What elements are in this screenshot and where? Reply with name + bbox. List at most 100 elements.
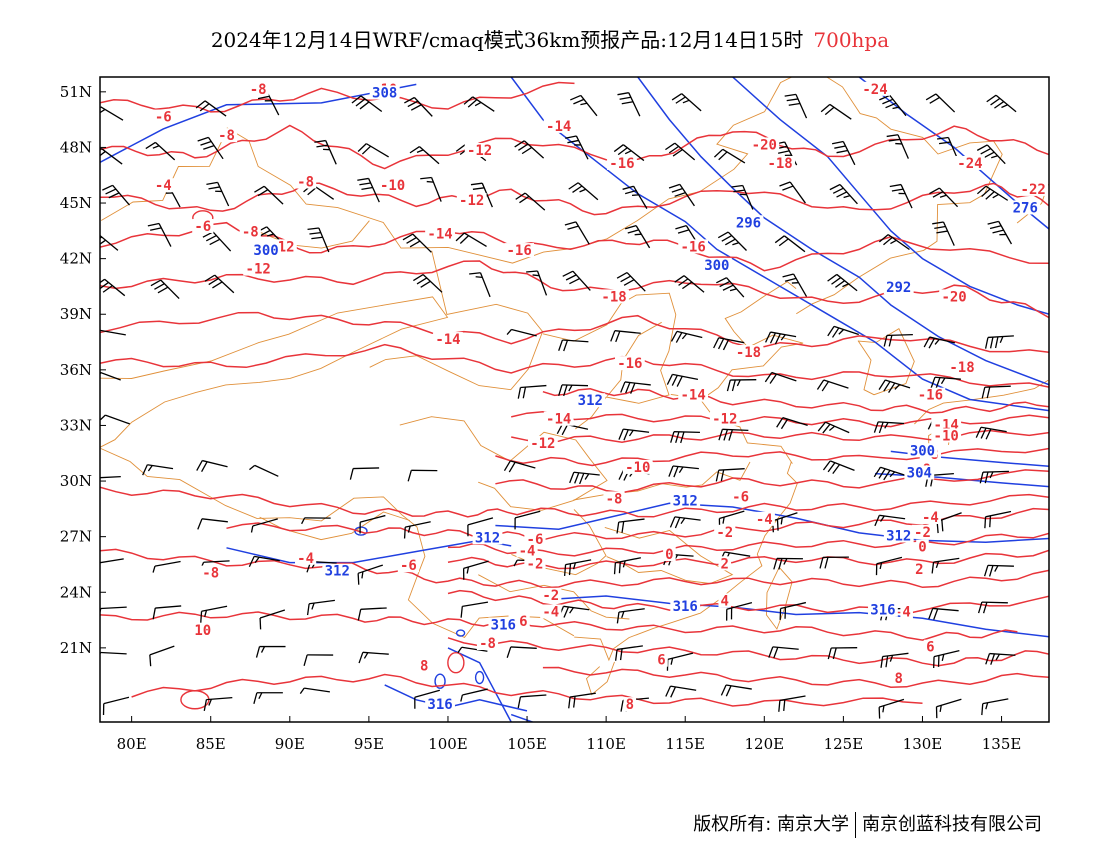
wind-barb-feather (931, 562, 935, 574)
temperature-label: -24 (957, 156, 982, 172)
wind-barb-shaft (217, 182, 230, 207)
wind-barb-feather (506, 329, 512, 335)
temperature-label-bg (215, 128, 238, 143)
wind-barb (357, 564, 384, 585)
wind-barb-feather (873, 421, 879, 433)
wind-barb (820, 103, 852, 120)
temperature-label: -20 (941, 289, 966, 305)
wind-barb (195, 100, 227, 117)
wind-barb-feather (665, 142, 676, 151)
wind-barb-feather (311, 236, 323, 240)
wind-barb-feather (563, 384, 568, 397)
wind-barb-feather (620, 700, 624, 712)
wind-barb-feather (990, 97, 1001, 106)
temperature-label-bg (192, 218, 214, 233)
wind-barb-feather (563, 340, 569, 352)
wind-barb-feather (778, 238, 789, 247)
wind-barb-feather (992, 193, 999, 199)
boundary-line (399, 416, 608, 511)
temperature-label-bg (900, 604, 913, 619)
wind-barb-feather (623, 279, 635, 286)
temperature-label-bg (709, 411, 740, 426)
wind-barb (886, 134, 909, 159)
wind-barb-feather (616, 612, 620, 624)
wind-barb-feather (624, 150, 632, 155)
wind-barb (665, 685, 697, 698)
wind-barb (357, 143, 389, 158)
wind-barb-feather (889, 183, 902, 188)
wind-barb-feather (615, 330, 621, 343)
wind-barb (102, 184, 130, 206)
wind-barb-feather (989, 471, 994, 479)
temperature-label: -18 (601, 289, 626, 305)
wind-barb-feather (829, 183, 841, 191)
height-label-bg (670, 493, 701, 508)
wind-barb-feather (989, 515, 992, 528)
temperature-label: 0 (918, 540, 926, 556)
wind-barb (779, 181, 806, 204)
wind-barb (206, 181, 230, 207)
wind-barb (469, 272, 491, 298)
wind-barb-shaft (569, 692, 596, 698)
wind-barb-feather (470, 182, 483, 186)
temperature-label-bg (247, 81, 269, 96)
wind-barb-feather (562, 270, 574, 277)
height-label-bg (907, 443, 938, 458)
wind-barb (935, 698, 962, 719)
wind-barb (301, 517, 331, 525)
wind-barb-feather (475, 276, 483, 279)
wind-barb-feather (100, 239, 106, 245)
wind-barb-shaft (628, 92, 641, 117)
wind-barb-feather (514, 140, 525, 148)
wind-barb-feather (827, 647, 832, 660)
height-cell (434, 673, 446, 689)
wind-barb (610, 330, 641, 343)
wind-barb-feather (671, 93, 682, 101)
wind-barb (889, 183, 913, 209)
wind-barb (92, 475, 121, 489)
wind-barb-feather (303, 654, 308, 667)
wind-barb-feather (621, 521, 625, 533)
wind-barb-feather (359, 182, 371, 186)
wind-barb-feather (728, 429, 734, 441)
wind-barb-shaft (463, 560, 489, 569)
wind-barb-feather (259, 617, 262, 630)
wind-barb-feather (526, 270, 538, 273)
wind-barb-feather (780, 418, 789, 430)
wind-barb-shaft (722, 148, 746, 164)
wind-barb (816, 379, 849, 392)
wind-barb-feather (884, 422, 889, 429)
lat-tick-label: 39N (60, 305, 92, 323)
wind-barb-feather (929, 187, 940, 195)
wind-barb-shaft (575, 221, 590, 245)
wind-barb (413, 273, 443, 293)
wind-barb-feather (670, 657, 674, 665)
temperature-label: -8 (297, 175, 314, 191)
wind-barb-feather (992, 229, 1004, 234)
lon-tick-label: 90E (275, 735, 305, 753)
wind-barb-feather (105, 188, 117, 195)
wind-barb-feather (197, 518, 203, 530)
wind-barb (100, 371, 121, 381)
copyright-footer: 版权所有: 南京大学 南京创蓝科技有限公司 (693, 810, 1042, 838)
wind-barb (517, 384, 547, 399)
wind-barb-feather (625, 382, 631, 394)
wind-barb-shaft (154, 560, 181, 567)
temperature-label-bg (718, 556, 732, 571)
wind-barb-feather (307, 227, 319, 231)
temperature-label-bg (860, 81, 890, 96)
temperature-label-bg (599, 289, 629, 304)
wind-barb-feather (92, 478, 94, 489)
wind-barb-feather (532, 274, 540, 277)
wind-barb-feather (363, 652, 369, 659)
wind-barb-feather (150, 279, 162, 287)
boundary-line (542, 292, 677, 430)
wind-barb-feather (253, 692, 258, 704)
wind-barb-feather (572, 562, 577, 570)
wind-barb-feather (836, 191, 848, 198)
wind-barb-feather (614, 649, 618, 661)
lon-tick-label: 130E (903, 735, 943, 753)
wind-barb-shaft (617, 645, 643, 651)
wind-barb (613, 144, 645, 162)
wind-barb-feather (987, 220, 999, 225)
